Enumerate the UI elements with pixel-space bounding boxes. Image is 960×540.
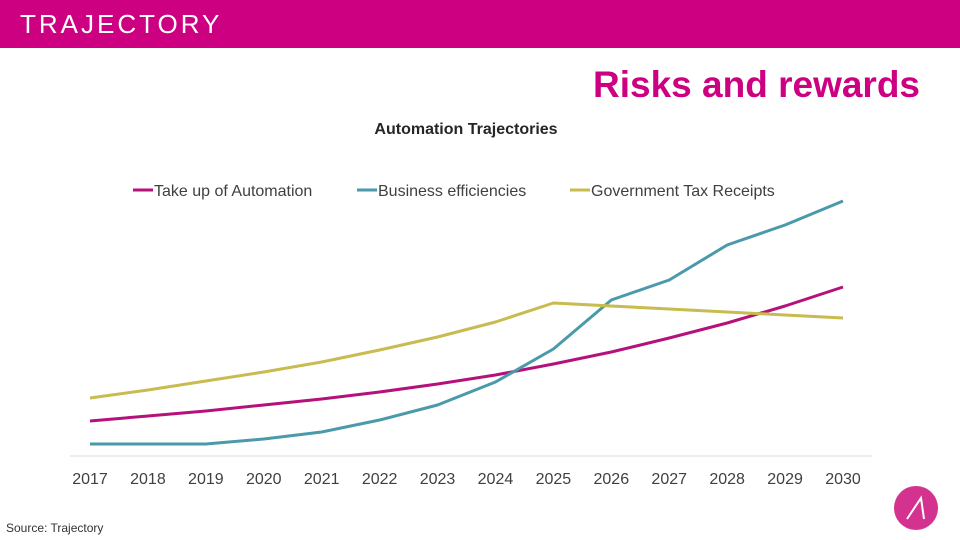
series-line bbox=[89, 285, 844, 423]
x-tick-label: 2017 bbox=[72, 471, 108, 488]
x-tick-label: 2027 bbox=[651, 471, 687, 488]
series-line bbox=[90, 199, 844, 446]
x-tick-label: 2021 bbox=[304, 471, 340, 488]
x-tick-label: 2030 bbox=[825, 471, 861, 488]
slide-title: Risks and rewards bbox=[593, 64, 920, 105]
header-bar: TRAJECTORY bbox=[0, 0, 960, 48]
trajectory-logo: TRAJECTORY bbox=[20, 9, 223, 39]
x-tick-label: 2025 bbox=[536, 471, 572, 488]
chart-title: Automation Trajectories bbox=[374, 121, 558, 138]
x-tick-label: 2029 bbox=[767, 471, 803, 488]
legend-label: Take up of Automation bbox=[154, 183, 312, 200]
trajectory-mark-icon bbox=[894, 486, 938, 530]
legend-label: Government Tax Receipts bbox=[591, 183, 775, 200]
source-note: Source: Trajectory bbox=[6, 521, 104, 535]
x-tick-label: 2022 bbox=[362, 471, 398, 488]
x-tick-label: 2018 bbox=[130, 471, 166, 488]
series-line bbox=[89, 301, 844, 400]
x-tick-label: 2026 bbox=[594, 471, 630, 488]
x-tick-label: 2023 bbox=[420, 471, 456, 488]
x-tick-label: 2024 bbox=[478, 471, 514, 488]
x-tick-label: 2019 bbox=[188, 471, 224, 488]
x-tick-label: 2020 bbox=[246, 471, 282, 488]
legend-label: Business efficiencies bbox=[378, 183, 526, 200]
x-tick-label: 2028 bbox=[709, 471, 745, 488]
